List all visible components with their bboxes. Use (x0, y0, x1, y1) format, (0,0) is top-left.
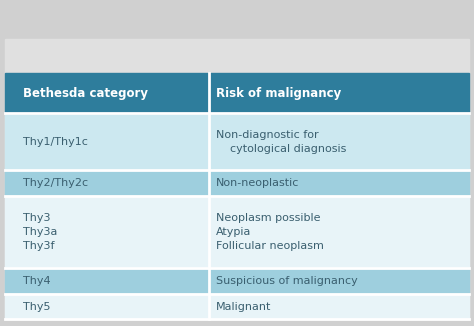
Text: Non-neoplastic: Non-neoplastic (216, 178, 300, 188)
Bar (5, 196, 469, 268)
Text: Thy5: Thy5 (23, 302, 51, 312)
Text: Malignant: Malignant (216, 302, 272, 312)
Bar (5, 294, 469, 319)
Text: Suspicious of malignancy: Suspicious of malignancy (216, 276, 358, 286)
Bar (5, 113, 469, 170)
Text: Thy2/Thy2c: Thy2/Thy2c (23, 178, 89, 188)
Text: Neoplasm possible
Atypia
Follicular neoplasm: Neoplasm possible Atypia Follicular neop… (216, 213, 324, 251)
Text: Thy1/Thy1c: Thy1/Thy1c (23, 137, 88, 147)
Text: Thy3
Thy3a
Thy3f: Thy3 Thy3a Thy3f (23, 213, 58, 251)
Bar (5, 73, 469, 113)
Bar (5, 170, 469, 196)
Text: Bethesda category: Bethesda category (23, 87, 148, 99)
Bar (5, 39, 469, 319)
Bar (5, 268, 469, 294)
Text: Risk of malignancy: Risk of malignancy (216, 87, 341, 99)
Text: Thy4: Thy4 (23, 276, 51, 286)
Text: Non-diagnostic for
    cytological diagnosis: Non-diagnostic for cytological diagnosis (216, 129, 346, 154)
